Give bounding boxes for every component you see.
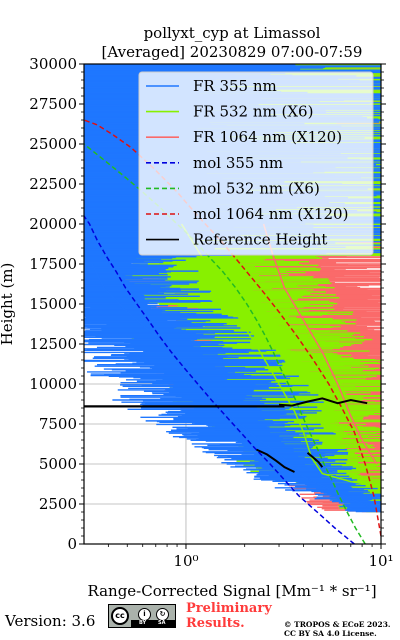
- reference-height-segment: [278, 397, 368, 407]
- x-axis-ticks: 10⁰ 10¹: [107, 544, 394, 570]
- y-tick-label: 0: [67, 535, 77, 553]
- series-line-1: [180, 223, 381, 488]
- y-tick-label: 17500: [29, 255, 77, 273]
- reference-height-segment: [256, 448, 295, 473]
- cc-icon: cc: [111, 607, 129, 625]
- version-label: Version: 3.6: [5, 612, 96, 630]
- legend-label: Reference Height: [193, 231, 327, 249]
- series-line-5: [84, 119, 381, 537]
- series-line-0: [91, 263, 381, 513]
- legend-label: FR 1064 nm (X120): [193, 128, 342, 146]
- legend-label: FR 532 nm (X6): [193, 103, 313, 121]
- series-line-3: [84, 215, 355, 544]
- copyright-notice: © TROPOS & ECoE 2023. CC BY SA 4.0 Licen…: [284, 620, 391, 638]
- preliminary-notice: Preliminary Results.: [186, 601, 272, 631]
- chart-title-line-1: pollyxt_cyp at Limassol: [144, 24, 321, 42]
- x-axis-label: Range-Corrected Signal [Mm⁻¹ * sr⁻¹]: [87, 582, 376, 600]
- license-strip: BY SA: [131, 620, 175, 627]
- legend-label: mol 532 nm (X6): [193, 179, 320, 197]
- legend-label: FR 355 nm: [193, 77, 277, 95]
- series-line-2: [262, 223, 378, 465]
- chart-title-line-2: [Averaged] 20230829 07:00-07:59: [102, 43, 363, 61]
- footer: Version: 3.6 cc i ↻ BY SA Preliminary Re…: [0, 600, 400, 640]
- y-axis-ticks: 0 2500 5000 7500 10000 12500 15000 17500 20000 22…: [29, 55, 386, 553]
- x-tick-label: 10¹: [368, 552, 393, 570]
- reference-height-segment: [306, 452, 324, 468]
- y-tick-label: 2500: [39, 495, 77, 513]
- reference-height-markers: [84, 397, 368, 473]
- y-tick-label: 7500: [39, 415, 77, 433]
- y-tick-label: 10000: [29, 375, 77, 393]
- legend-label: mol 355 nm: [193, 154, 283, 172]
- y-tick-label: 22500: [29, 175, 77, 193]
- y-tick-label: 12500: [29, 335, 77, 353]
- legend-box: [138, 71, 374, 256]
- y-tick-label: 27500: [29, 95, 77, 113]
- legend: FR 355 nm FR 532 nm (X6) FR 1064 nm (X120)…: [138, 71, 374, 256]
- x-tick-label: 10⁰: [173, 552, 198, 570]
- y-tick-label: 15000: [29, 295, 77, 313]
- y-tick-label: 25000: [29, 135, 77, 153]
- y-axis-label: Height (m): [0, 263, 16, 346]
- figure: pollyxt_cyp at Limassol [Averaged] 20230…: [0, 24, 394, 600]
- y-tick-label: 30000: [29, 55, 77, 73]
- cc-by-sa-icon: cc i ↻ BY SA: [108, 604, 176, 628]
- legend-label: mol 1064 nm (X120): [193, 205, 348, 223]
- y-tick-label: 5000: [39, 455, 77, 473]
- y-tick-label: 20000: [29, 215, 77, 233]
